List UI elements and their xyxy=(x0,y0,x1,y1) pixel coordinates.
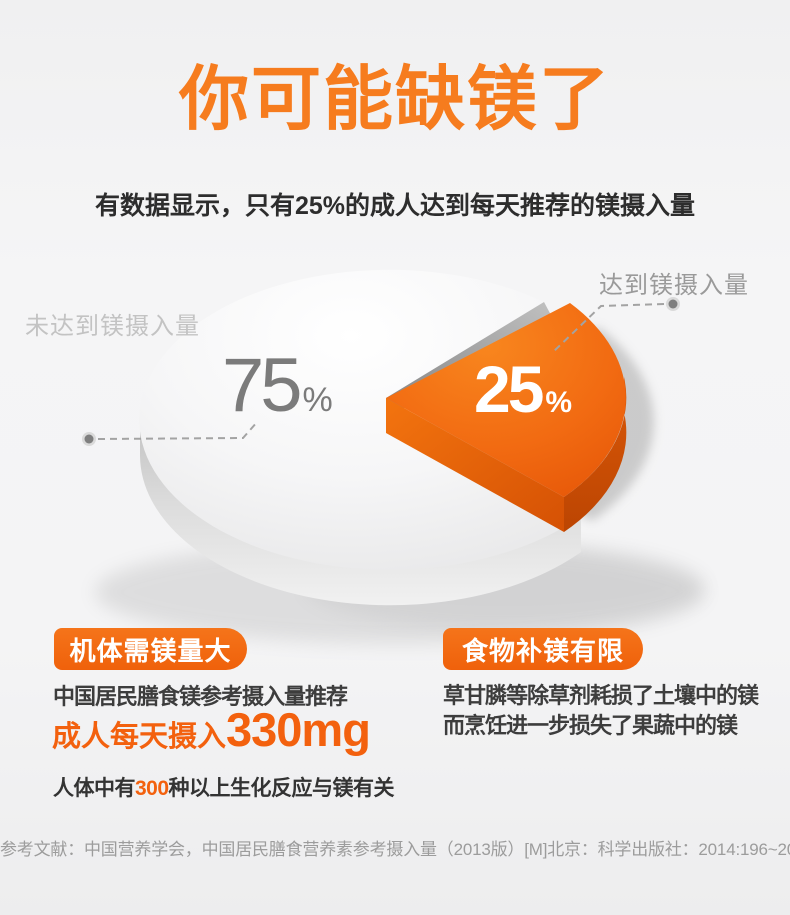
right-section-line1: 草甘膦等除草剂耗损了土壤中的镁 xyxy=(443,683,759,708)
pie-value-25-number: 25 xyxy=(474,352,544,426)
callout-line-left xyxy=(97,420,259,440)
pie-value-25: 25 % xyxy=(474,356,572,422)
highlight-prefix: 成人每天摄入 xyxy=(52,721,227,753)
left-section-intro: 中国居民膳食镁参考摄入量推荐 xyxy=(53,684,348,709)
right-section-line2: 而烹饪进一步损失了果蔬中的镁 xyxy=(443,713,738,738)
badge-body-needs-magnesium: 机体需镁量大 xyxy=(54,628,247,670)
pie-slice-75-side xyxy=(140,420,581,606)
pie-slice-25-front xyxy=(564,377,627,532)
callout-label-not-reached: 未达到镁摄入量 xyxy=(25,313,200,340)
page-title: 你可能缺镁了 xyxy=(179,60,611,138)
pie-value-75-number: 75 xyxy=(222,343,303,428)
pie-value-25-unit: % xyxy=(545,386,573,419)
pie-value-75-unit: % xyxy=(302,381,333,419)
callout-line-right xyxy=(551,303,665,354)
note-suffix: 种以上生化反应与镁有关 xyxy=(168,777,395,800)
left-section-note: 人体中有300种以上生化反应与镁有关 xyxy=(53,772,395,802)
highlight-value: 330mg xyxy=(226,703,371,756)
callout-dot-right xyxy=(668,299,678,309)
left-section-highlight: 成人每天摄入 330mg xyxy=(52,703,371,756)
note-prefix: 人体中有 xyxy=(53,777,136,800)
pie-value-75: 75 % xyxy=(222,348,333,424)
pie-slice-25-top xyxy=(386,303,626,497)
pie-slice-75-top xyxy=(139,269,581,570)
badge-food-limited: 食物补镁有限 xyxy=(443,628,643,670)
note-number: 300 xyxy=(135,777,169,800)
page-subtitle: 有数据显示，只有25%的成人达到每天推荐的镁摄入量 xyxy=(94,192,696,220)
callout-label-reached: 达到镁摄入量 xyxy=(599,272,749,299)
reference-citation: 参考文献：中国营养学会，中国居民膳食营养素参考摄入量（2013版）[M]北京：科… xyxy=(0,840,790,859)
callout-dot-left xyxy=(84,434,94,444)
pie-slice-25-side xyxy=(386,398,564,532)
